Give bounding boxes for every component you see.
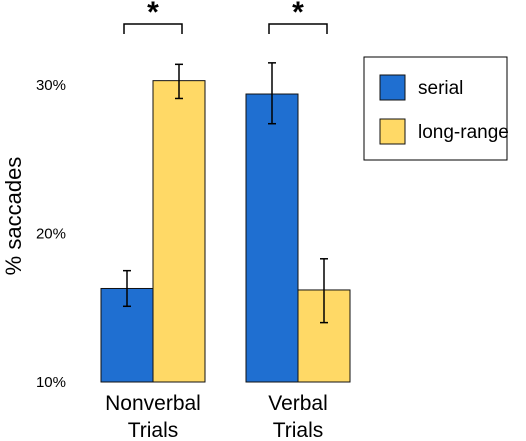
y-tick-label: 20% xyxy=(36,226,66,243)
bar-long-range-nonverbal xyxy=(152,80,206,383)
significance-star: * xyxy=(147,0,159,29)
y-tick-label: 10% xyxy=(36,374,66,391)
y-tick-labels: 10% 20% 30% xyxy=(36,77,66,391)
error-bars xyxy=(123,62,328,324)
significance-star: * xyxy=(292,0,304,29)
y-axis-label: % saccades xyxy=(1,157,26,276)
legend-swatch-long-range xyxy=(379,118,406,145)
y-tick-label: 30% xyxy=(36,77,66,94)
legend-label-long-range: long-range xyxy=(418,122,509,143)
legend-box xyxy=(363,56,508,161)
legend-label-serial: serial xyxy=(418,78,463,99)
category-label: Trials xyxy=(273,419,324,441)
significance-bracket xyxy=(123,23,183,34)
category-label: Nonverbal xyxy=(105,392,201,415)
significance-markers: * * xyxy=(123,0,328,34)
bars xyxy=(100,80,351,383)
bar-serial-verbal xyxy=(245,93,299,383)
category-labels: Nonverbal Trials Verbal Trials xyxy=(105,392,328,441)
category-label: Trials xyxy=(128,419,179,441)
legend-swatch-serial xyxy=(379,74,406,101)
significance-bracket xyxy=(268,23,328,34)
category-label: Verbal xyxy=(268,392,328,415)
legend: serial long-range xyxy=(363,56,509,161)
